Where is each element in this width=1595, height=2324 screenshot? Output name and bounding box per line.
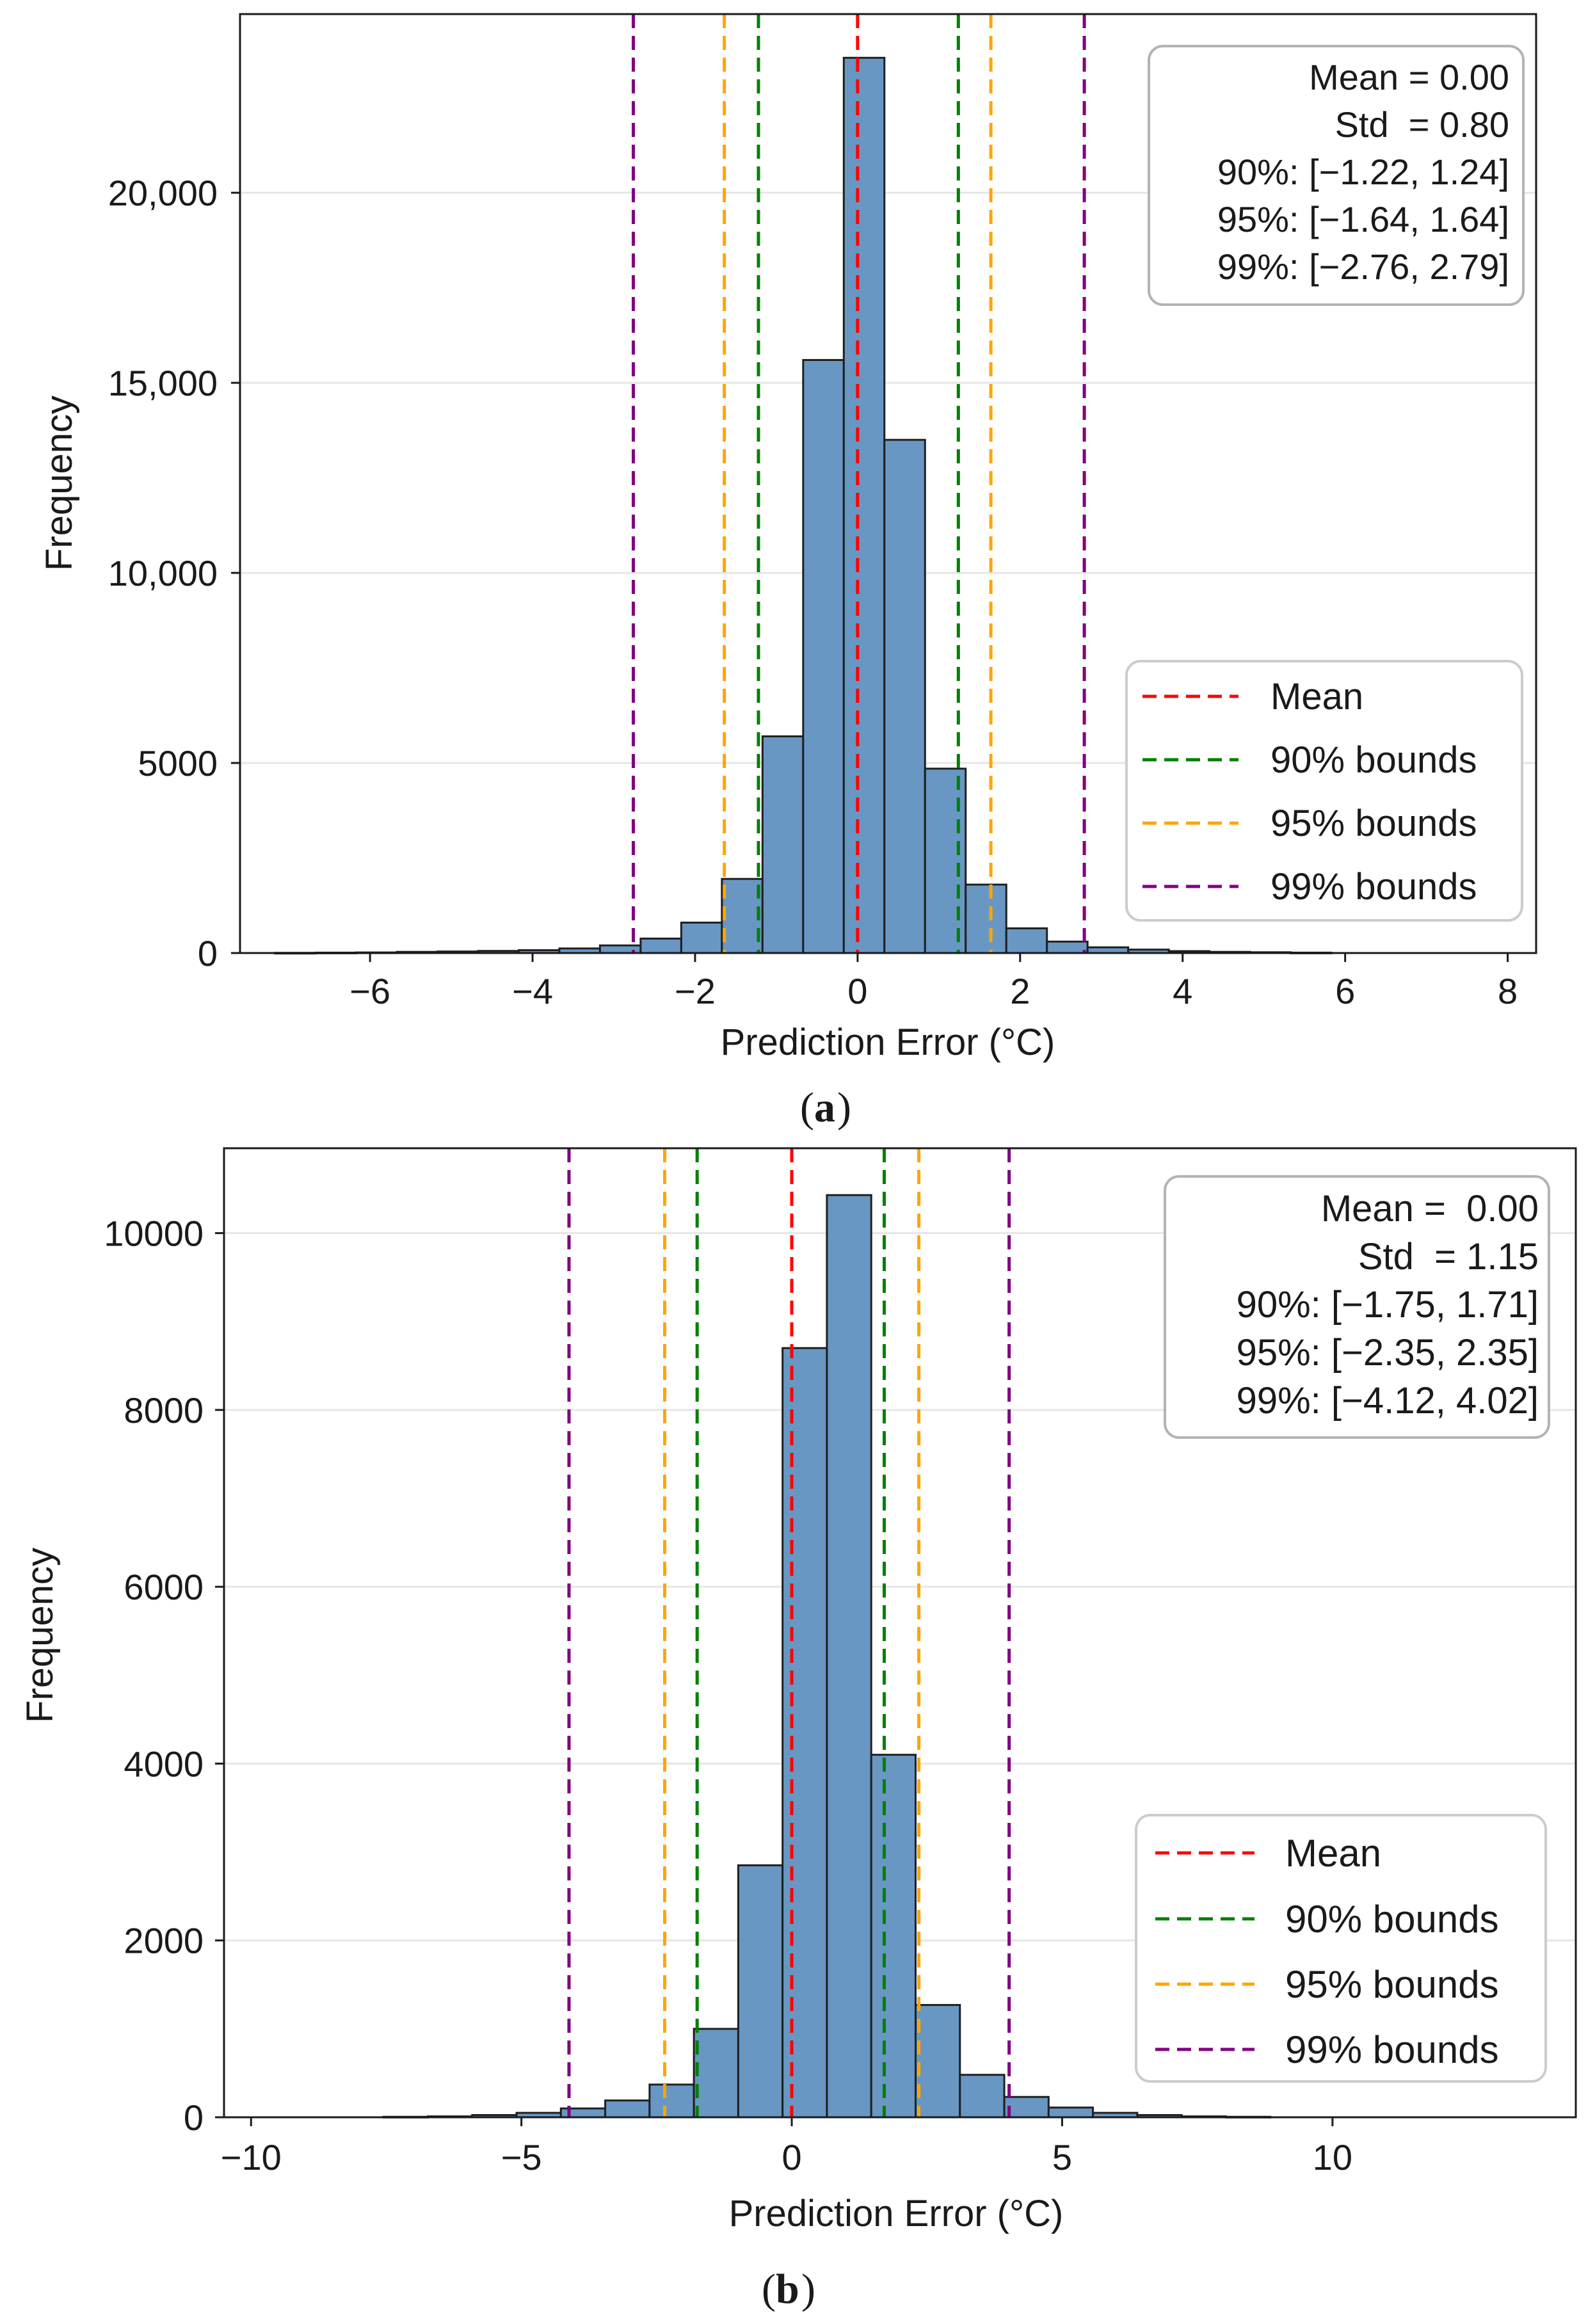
x-tick-label-a-7: 8 bbox=[1498, 971, 1518, 1011]
stats-line-99-a: 99%: [−2.76, 2.79] bbox=[1217, 246, 1509, 287]
histogram-bar-a-11 bbox=[721, 878, 764, 954]
x-axis-label-a: Prediction Error (°C) bbox=[721, 1022, 1055, 1063]
histogram-bar-a-15 bbox=[883, 438, 926, 954]
reference-lines-a bbox=[631, 14, 1086, 953]
legend-label-99-a: 99% bounds bbox=[1270, 866, 1477, 908]
legend-label-99-b: 99% bounds bbox=[1285, 2028, 1499, 2071]
x-axis-label-b: Prediction Error (°C) bbox=[729, 2193, 1064, 2234]
svg-text:(: ( bbox=[800, 1084, 814, 1131]
legend-label-95-b: 95% bounds bbox=[1285, 1963, 1499, 2006]
histogram-bar-a-12 bbox=[761, 735, 805, 954]
x-tick-label-a-4: 2 bbox=[1010, 971, 1030, 1011]
y-axis-label-b: Frequency bbox=[19, 1548, 61, 1723]
y-tick-label-b-0: 0 bbox=[184, 2097, 204, 2138]
caption-letter-b: b bbox=[776, 2266, 799, 2312]
histogram-bar-b-11 bbox=[870, 1754, 917, 2119]
svg-text:): ) bbox=[801, 2266, 815, 2312]
bars-b bbox=[382, 1194, 1272, 2119]
legend-label-95-a: 95% bounds bbox=[1270, 803, 1477, 844]
legend-a: Mean 90% bounds 95% bounds 99% bounds bbox=[1125, 660, 1523, 922]
stats-line-95-a: 95%: [−1.64, 1.64] bbox=[1217, 199, 1509, 239]
y-tick-label-a-3: 15,000 bbox=[108, 363, 218, 403]
histogram-bar-a-14 bbox=[842, 56, 886, 954]
panel-b: −10 −5 0 5 10 0 2000 4000 6000 8000 10000 Predict… bbox=[19, 1147, 1577, 2312]
reference-lines-b bbox=[567, 1148, 1011, 2117]
y-tick-label-b-4: 8000 bbox=[124, 1390, 204, 1430]
x-tick-label-b-4: 10 bbox=[1313, 2137, 1352, 2177]
axes-frame-b bbox=[223, 1147, 1577, 2119]
y-tick-label-a-2: 10,000 bbox=[108, 553, 218, 593]
legend-label-90-b: 90% bounds bbox=[1285, 1898, 1499, 1941]
x-tick-label-b-0: −10 bbox=[221, 2137, 282, 2177]
y-tick-label-a-0: 0 bbox=[198, 933, 218, 974]
histogram-bar-b-12 bbox=[914, 2004, 961, 2119]
caption-letter-a: a bbox=[814, 1084, 835, 1131]
legend-b: Mean 90% bounds 95% bounds 99% bounds bbox=[1135, 1814, 1547, 2083]
x-tick-label-a-0: −6 bbox=[349, 971, 390, 1011]
y-tick-label-a-1: 5000 bbox=[138, 743, 218, 783]
y-ticks-b: 0 2000 4000 6000 8000 10000 bbox=[104, 1214, 224, 2138]
legend-label-mean-b: Mean bbox=[1285, 1832, 1381, 1875]
y-axis-label-a: Frequency bbox=[38, 396, 80, 571]
stats-line-mean-a: Mean = 0.00 bbox=[1309, 57, 1509, 97]
x-tick-label-a-5: 4 bbox=[1173, 971, 1192, 1011]
stats-box-frame-b bbox=[1164, 1175, 1550, 1439]
svg-text:): ) bbox=[837, 1084, 851, 1131]
histogram-bar-a-10 bbox=[680, 921, 723, 954]
histogram-bar-a-17 bbox=[965, 883, 1007, 954]
histogram-bar-b-15 bbox=[1047, 2106, 1094, 2119]
x-tick-label-b-3: 5 bbox=[1052, 2137, 1072, 2177]
histogram-bar-b-10 bbox=[826, 1194, 872, 2119]
y-ticks-a: 0 5000 10,000 15,000 20,000 bbox=[108, 173, 240, 974]
histogram-bar-b-7 bbox=[693, 2028, 739, 2119]
x-ticks-a: −6 −4 −2 0 2 4 6 8 bbox=[349, 953, 1518, 1011]
histogram-bar-b-8 bbox=[737, 1864, 784, 2119]
x-tick-label-a-3: 0 bbox=[847, 971, 867, 1011]
legend-frame-b bbox=[1135, 1814, 1547, 2083]
y-tick-label-b-5: 10000 bbox=[104, 1214, 204, 1254]
stats-box-a: Mean = 0.00 Std = 0.80 90%: [−1.22, 1.24… bbox=[1148, 45, 1525, 306]
stats-line-90-a: 90%: [−1.22, 1.24] bbox=[1217, 152, 1509, 192]
x-tick-label-a-6: 6 bbox=[1335, 971, 1355, 1011]
stats-line-std-b: Std = 1.15 bbox=[1358, 1236, 1539, 1278]
y-tick-label-b-3: 6000 bbox=[124, 1567, 204, 1607]
legend-label-90-a: 90% bounds bbox=[1270, 739, 1477, 781]
axes-frame-a bbox=[239, 13, 1537, 954]
x-tick-label-a-1: −4 bbox=[512, 971, 553, 1011]
stats-line-90-b: 90%: [−1.75, 1.71] bbox=[1237, 1284, 1539, 1326]
histogram-bar-b-9 bbox=[781, 1347, 828, 2119]
stats-box-b: Mean = 0.00 Std = 1.15 90%: [−1.75, 1.71… bbox=[1164, 1175, 1550, 1439]
legend-label-mean-a: Mean bbox=[1270, 676, 1363, 717]
x-tick-label-a-2: −2 bbox=[675, 971, 716, 1011]
y-tick-label-b-2: 4000 bbox=[124, 1743, 204, 1784]
bars-a bbox=[274, 56, 1333, 955]
svg-text:(: ( bbox=[762, 2266, 776, 2312]
stats-line-mean-b: Mean = 0.00 bbox=[1321, 1188, 1539, 1230]
stats-line-95-b: 95%: [−2.35, 2.35] bbox=[1237, 1332, 1539, 1374]
histogram-bar-a-19 bbox=[1046, 940, 1089, 954]
histogram-bar-a-18 bbox=[1005, 927, 1048, 954]
x-tick-label-b-1: −5 bbox=[501, 2137, 542, 2177]
panel-a: −6 −4 −2 0 2 4 6 8 0 5000 10,000 15,000 20,000 Pred… bbox=[38, 13, 1537, 1131]
caption-b: ( b ) bbox=[762, 2266, 815, 2312]
histogram-bar-b-6 bbox=[648, 2083, 695, 2119]
histogram-bar-b-5 bbox=[604, 2099, 651, 2119]
stats-box-frame-a bbox=[1148, 45, 1525, 306]
y-tick-label-b-1: 2000 bbox=[124, 1921, 204, 1961]
histogram-bar-a-13 bbox=[802, 358, 845, 954]
histogram-bar-a-9 bbox=[639, 937, 682, 954]
legend-frame-a bbox=[1125, 660, 1523, 922]
caption-a: ( a ) bbox=[800, 1084, 851, 1131]
histogram-bar-a-16 bbox=[924, 767, 967, 954]
stats-line-99-b: 99%: [−4.12, 4.02] bbox=[1237, 1380, 1539, 1422]
x-tick-label-b-2: 0 bbox=[781, 2137, 801, 2177]
stats-line-std-a: Std = 0.80 bbox=[1335, 104, 1509, 145]
x-ticks-b: −10 −5 0 5 10 bbox=[221, 2117, 1352, 2177]
histogram-bar-b-13 bbox=[959, 2074, 1006, 2119]
histogram-bar-b-14 bbox=[1003, 2096, 1050, 2119]
y-tick-label-a-4: 20,000 bbox=[108, 173, 218, 213]
